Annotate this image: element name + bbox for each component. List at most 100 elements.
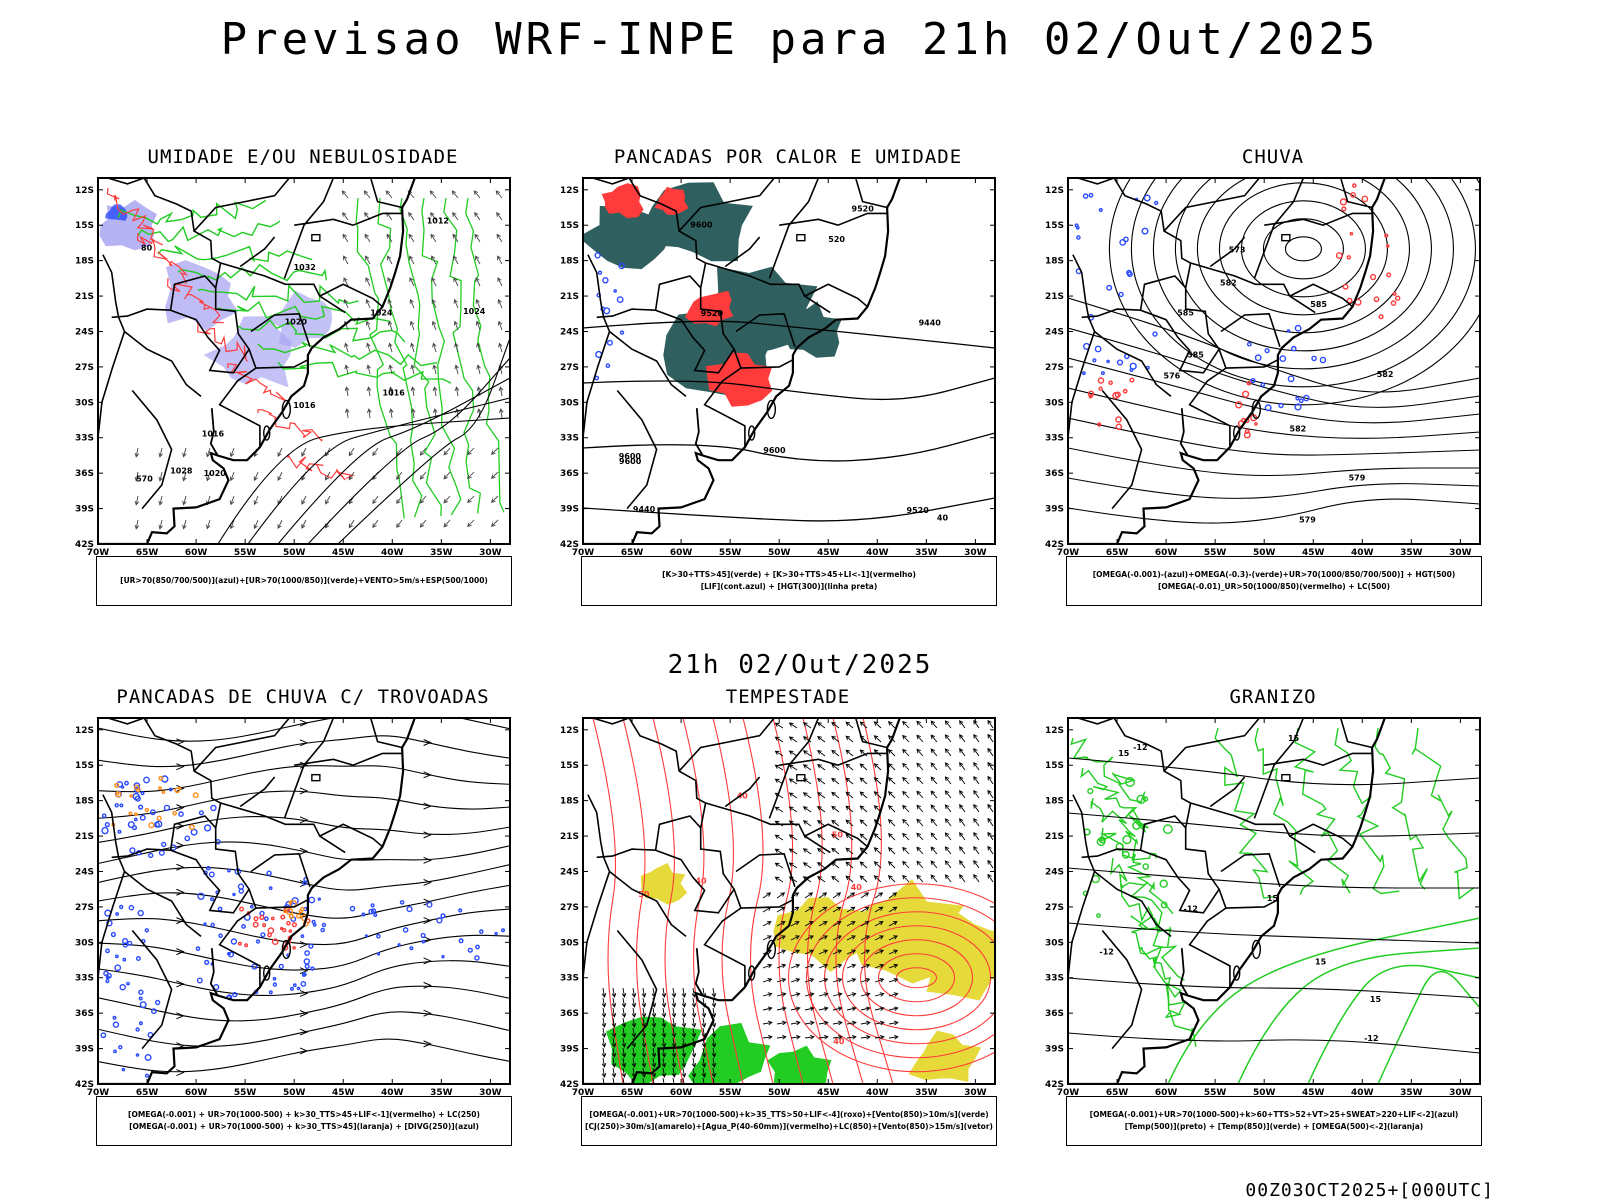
wind-vector bbox=[431, 255, 437, 265]
wind-vector bbox=[681, 1067, 687, 1078]
lon-tick-label: 50W bbox=[1253, 1088, 1276, 1098]
country-border bbox=[250, 312, 311, 348]
country-border bbox=[854, 178, 888, 209]
wind-vector bbox=[846, 921, 856, 927]
field-speckle bbox=[1234, 401, 1243, 409]
field-speckle bbox=[255, 939, 261, 944]
wind-vector bbox=[671, 1077, 677, 1084]
field-speckle bbox=[117, 829, 122, 834]
field-speckle bbox=[1162, 824, 1173, 835]
lon-tick-label: 65W bbox=[136, 1088, 159, 1098]
lon-tick-label: 70W bbox=[1057, 548, 1080, 558]
wind-vector bbox=[987, 873, 994, 883]
wind-vector bbox=[496, 233, 503, 243]
wind-vector bbox=[611, 1067, 617, 1078]
panel-title: TEMPESTADE bbox=[725, 686, 851, 708]
country-border bbox=[1253, 178, 1305, 279]
lat-tick-label: 30S bbox=[1045, 938, 1064, 948]
wind-vector bbox=[410, 408, 416, 419]
wind-vector bbox=[959, 748, 966, 757]
field-speckle bbox=[154, 999, 161, 1006]
legend-line: [OMEGA(-0.001)+UR>70(1000-500)+k>35_TTS>… bbox=[589, 1110, 989, 1119]
wind-vector bbox=[691, 1027, 697, 1038]
wind-vector bbox=[497, 320, 503, 331]
contour-line bbox=[98, 985, 510, 1022]
lat-tick-label: 21S bbox=[1045, 832, 1064, 842]
contour-label: 80 bbox=[141, 244, 153, 253]
wind-vector bbox=[453, 277, 459, 287]
field-speckle bbox=[1392, 291, 1397, 296]
wind-vector bbox=[621, 1067, 627, 1078]
wind-vector bbox=[301, 519, 307, 529]
wind-vector bbox=[831, 777, 840, 785]
wind-vector bbox=[930, 804, 938, 813]
wind-vector bbox=[490, 471, 499, 479]
field-speckle bbox=[133, 782, 141, 789]
wind-vector bbox=[916, 762, 924, 771]
wind-vector bbox=[846, 1020, 857, 1026]
contour-line bbox=[307, 357, 510, 544]
wind-vector bbox=[454, 364, 459, 375]
wind-vector bbox=[846, 1034, 857, 1040]
field-speckle bbox=[458, 908, 463, 913]
wind-vector bbox=[874, 906, 884, 913]
wind-vector bbox=[342, 211, 349, 221]
flow-arrow bbox=[299, 719, 309, 727]
contour-line bbox=[1068, 477, 1480, 499]
contour-line bbox=[217, 301, 391, 326]
contour-label: 570 bbox=[136, 474, 153, 483]
wind-vector bbox=[134, 495, 140, 506]
wind-vector bbox=[774, 876, 784, 883]
field-speckle bbox=[106, 972, 112, 979]
panel-title: UMIDADE E/OU NEBULOSIDADE bbox=[147, 146, 459, 168]
lon-tick-label: 70W bbox=[572, 1088, 595, 1098]
country-border bbox=[768, 718, 820, 819]
lat-tick-label: 18S bbox=[560, 257, 579, 267]
lon-tick-label: 30W bbox=[964, 1088, 987, 1098]
lon-tick-label: 45W bbox=[817, 548, 840, 558]
lon-tick-label: 65W bbox=[621, 548, 644, 558]
field-speckle bbox=[147, 852, 154, 859]
wind-vector bbox=[888, 1020, 899, 1026]
wind-vector bbox=[453, 255, 459, 265]
wind-vector bbox=[804, 978, 815, 983]
country-border bbox=[678, 178, 775, 232]
field-speckle bbox=[1279, 355, 1287, 363]
wind-vector bbox=[817, 848, 826, 855]
wind-vector bbox=[874, 1006, 885, 1011]
wind-vector bbox=[476, 408, 482, 419]
field-speckle bbox=[1082, 371, 1086, 376]
field-speckle bbox=[1115, 423, 1123, 431]
lat-tick-label: 42S bbox=[75, 540, 94, 550]
wind-vector bbox=[887, 721, 896, 729]
wind-vector bbox=[366, 342, 371, 353]
wind-vector bbox=[443, 519, 451, 528]
wind-vector bbox=[788, 792, 798, 799]
field-speckle bbox=[218, 933, 223, 938]
lon-tick-label: 65W bbox=[136, 548, 159, 558]
wind-vector bbox=[776, 963, 787, 969]
country-border bbox=[1094, 330, 1172, 398]
wind-vector bbox=[817, 778, 826, 785]
wind-vector bbox=[651, 1077, 657, 1084]
flow-arrow bbox=[299, 816, 309, 824]
wind-vector bbox=[182, 471, 187, 482]
wind-vector bbox=[475, 255, 481, 265]
lat-tick-label: 33S bbox=[1045, 434, 1064, 444]
lat-tick-label: 18S bbox=[1045, 257, 1064, 267]
wind-vector bbox=[661, 1077, 667, 1084]
contour-line bbox=[1334, 727, 1400, 895]
lat-tick-label: 24S bbox=[75, 867, 94, 877]
wind-vector bbox=[873, 763, 882, 771]
wind-vector bbox=[490, 447, 499, 455]
wind-vector bbox=[671, 987, 677, 998]
wind-vector bbox=[348, 519, 355, 529]
field-speckle bbox=[133, 817, 138, 822]
wind-vector bbox=[804, 1034, 815, 1040]
wind-vector bbox=[396, 495, 403, 504]
contour-label: 582 bbox=[1220, 279, 1237, 288]
contour-label: -12 bbox=[1099, 947, 1113, 956]
contour-label: 1012 bbox=[427, 217, 449, 226]
country-border bbox=[170, 849, 250, 914]
wind-vector bbox=[475, 298, 481, 309]
